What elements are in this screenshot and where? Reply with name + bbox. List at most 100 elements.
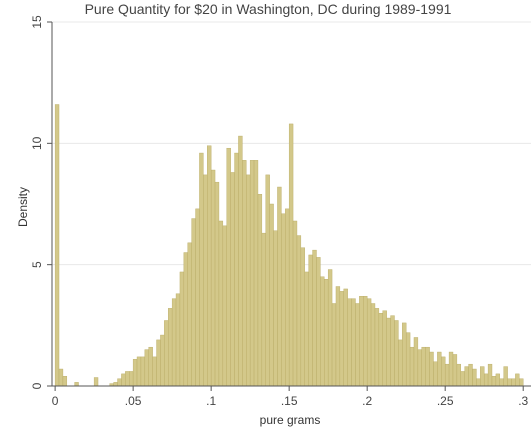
histogram-bar-117 <box>511 378 516 387</box>
histogram-bar-55 <box>269 203 274 387</box>
histogram-bar-50 <box>249 160 255 387</box>
histogram-bar-33 <box>183 252 188 387</box>
histogram-bar-103 <box>456 363 461 387</box>
histogram-bar-2 <box>62 376 68 387</box>
histogram-bar-51 <box>253 160 259 387</box>
y-tick-label-1: 5 <box>30 261 44 268</box>
x-tick-label-5: .25 <box>437 394 454 408</box>
histogram-bar-67 <box>316 257 321 387</box>
histogram-bar-82 <box>374 308 380 387</box>
histogram-bar-105 <box>464 366 469 387</box>
histogram-bar-60 <box>288 123 294 387</box>
histogram-bar-110 <box>483 373 489 387</box>
histogram-bar-119 <box>519 378 524 387</box>
histogram-bar-99 <box>441 356 446 387</box>
histogram-bar-48 <box>242 160 247 387</box>
histogram-bar-92 <box>413 337 419 387</box>
histogram-bar-118 <box>515 373 520 387</box>
histogram-bar-28 <box>164 320 169 387</box>
histogram-bar-69 <box>324 279 329 387</box>
histogram-bar-95 <box>425 346 430 387</box>
histogram-bar-68 <box>320 276 325 387</box>
x-tick-label-0: 0 <box>52 394 59 408</box>
histogram-bar-49 <box>246 174 251 387</box>
histogram-bar-116 <box>507 378 512 387</box>
histogram-bar-77 <box>355 303 360 387</box>
histogram-bar-96 <box>429 351 434 387</box>
histogram-bar-36 <box>195 208 200 387</box>
histogram-bar-21 <box>136 356 142 387</box>
histogram-bar-46 <box>234 152 239 387</box>
histogram-bar-84 <box>382 310 387 387</box>
histogram-bar-34 <box>187 242 192 387</box>
histogram-bar-17 <box>121 373 126 387</box>
histogram-bar-115 <box>503 366 508 387</box>
histogram-bar-44 <box>226 147 231 387</box>
histogram-bar-22 <box>140 356 146 387</box>
histogram-bar-65 <box>308 254 313 387</box>
histogram-bar-88 <box>398 339 403 387</box>
histogram-bar-89 <box>402 322 407 387</box>
histogram-bar-74 <box>343 288 348 387</box>
histogram-bar-106 <box>468 363 473 387</box>
histogram-bar-73 <box>339 291 344 387</box>
histogram-bar-62 <box>296 235 302 387</box>
histogram-bar-40 <box>210 169 216 387</box>
histogram-bar-32 <box>179 271 185 387</box>
histogram-bar-71 <box>331 303 337 387</box>
histogram-bar-112 <box>491 376 497 387</box>
histogram-bar-111 <box>487 363 493 387</box>
histogram-bar-72 <box>335 286 341 387</box>
x-tick-label-4: .2 <box>362 394 372 408</box>
y-tick-label-3: 15 <box>30 15 44 29</box>
histogram-bar-30 <box>171 298 177 387</box>
histogram-bar-19 <box>129 371 134 387</box>
histogram-bar-29 <box>168 308 173 387</box>
histogram-bar-1 <box>58 368 64 387</box>
histogram-bar-97 <box>433 361 438 387</box>
histogram-bar-24 <box>148 346 153 387</box>
histogram-bar-39 <box>207 145 212 387</box>
histogram-bar-26 <box>156 339 161 387</box>
histogram-bar-15 <box>113 382 118 387</box>
histogram-bar-42 <box>218 220 224 387</box>
histogram-bar-70 <box>327 269 333 387</box>
histogram-bar-37 <box>199 152 204 387</box>
histogram-bar-75 <box>347 298 352 387</box>
histogram-bar-27 <box>160 334 165 387</box>
histogram-bar-91 <box>409 346 415 387</box>
histogram-bar-108 <box>476 378 481 387</box>
histogram-bar-38 <box>203 174 208 387</box>
histogram-bar-18 <box>125 371 130 387</box>
histogram-bar-58 <box>281 213 286 387</box>
histogram-bar-79 <box>363 296 368 387</box>
x-tick-label-2: .1 <box>206 394 216 408</box>
histogram-bar-80 <box>366 298 372 387</box>
histogram-bar-45 <box>230 172 235 387</box>
y-tick-label-0: 0 <box>30 382 44 389</box>
histogram-bar-20 <box>132 359 138 387</box>
histogram-bar-57 <box>277 186 282 387</box>
chart-title: Pure Quantity for $20 in Washington, DC … <box>85 1 452 17</box>
histogram-bar-63 <box>300 247 305 387</box>
histogram-bar-64 <box>304 271 309 387</box>
histogram-bar-90 <box>405 332 411 387</box>
histogram-bar-83 <box>378 313 383 387</box>
histogram-bar-56 <box>273 230 278 387</box>
histogram-bar-86 <box>390 315 395 387</box>
histogram-bar-43 <box>222 225 227 387</box>
y-axis-title: Density <box>16 187 30 227</box>
histogram-bar-31 <box>175 293 181 387</box>
histogram-bar-47 <box>238 135 243 387</box>
histogram-bar-35 <box>191 218 196 387</box>
histogram-bar-54 <box>265 174 270 387</box>
histogram-bar-52 <box>257 194 263 387</box>
histogram-bar-98 <box>437 351 442 387</box>
y-tick-label-2: 10 <box>30 136 44 150</box>
histogram-bar-0 <box>54 104 60 387</box>
histogram-bar-87 <box>394 320 399 387</box>
histogram-bar-53 <box>261 232 266 387</box>
histogram-bar-66 <box>312 249 317 387</box>
histogram-bar-61 <box>292 220 298 387</box>
